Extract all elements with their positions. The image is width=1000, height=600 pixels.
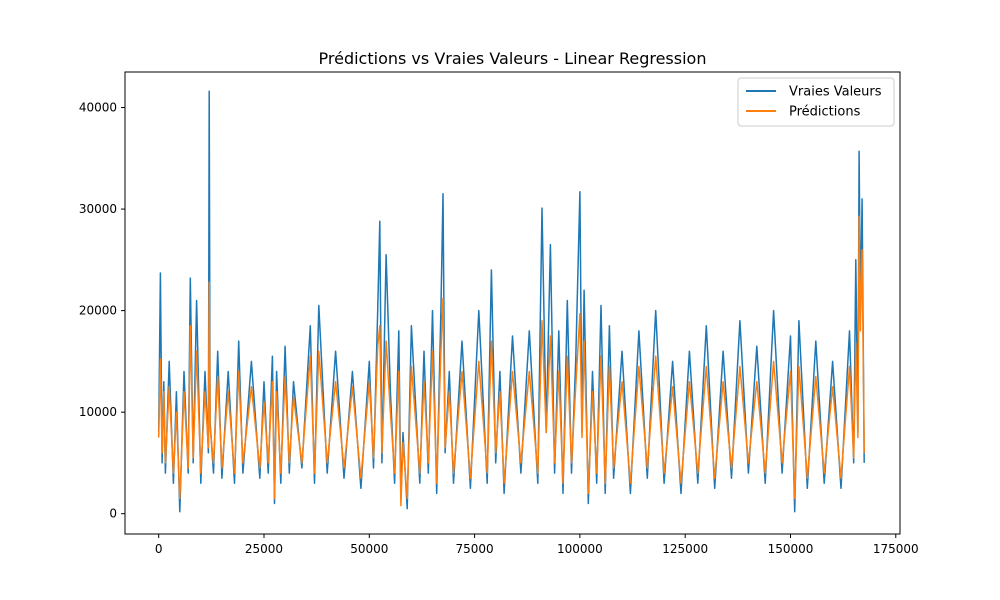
y-tick-label: 40000 <box>79 101 117 115</box>
y-axis: 0 10000 20000 30000 40000 <box>79 101 125 521</box>
legend-label-predictions: Prédictions <box>789 105 861 120</box>
y-tick-label: 10000 <box>79 405 117 419</box>
x-tick-label: 25000 <box>245 542 283 556</box>
legend-label-vraies-valeurs: Vraies Valeurs <box>789 85 882 100</box>
x-tick-label: 75000 <box>455 542 493 556</box>
x-tick-label: 100000 <box>557 542 603 556</box>
series-line-predictions <box>157 215 865 507</box>
legend: Vraies Valeurs Prédictions <box>737 77 895 127</box>
plot-area <box>124 71 901 535</box>
plot-frame <box>124 71 901 535</box>
x-tick-label: 150000 <box>768 542 814 556</box>
x-tick-label: 50000 <box>350 542 388 556</box>
chart-title: Prédictions vs Vraies Valeurs - Linear R… <box>319 49 707 68</box>
y-tick-label: 30000 <box>79 202 117 216</box>
legend-box <box>737 77 895 127</box>
y-tick-label: 20000 <box>79 304 117 318</box>
x-tick-label: 0 <box>155 542 163 556</box>
y-tick-label: 0 <box>109 507 117 521</box>
x-tick-label: 125000 <box>662 542 708 556</box>
x-axis: 0 25000 50000 75000 100000 125000 150000 175000 <box>155 534 919 556</box>
series-layer <box>157 90 865 513</box>
x-tick-label: 175000 <box>873 542 919 556</box>
